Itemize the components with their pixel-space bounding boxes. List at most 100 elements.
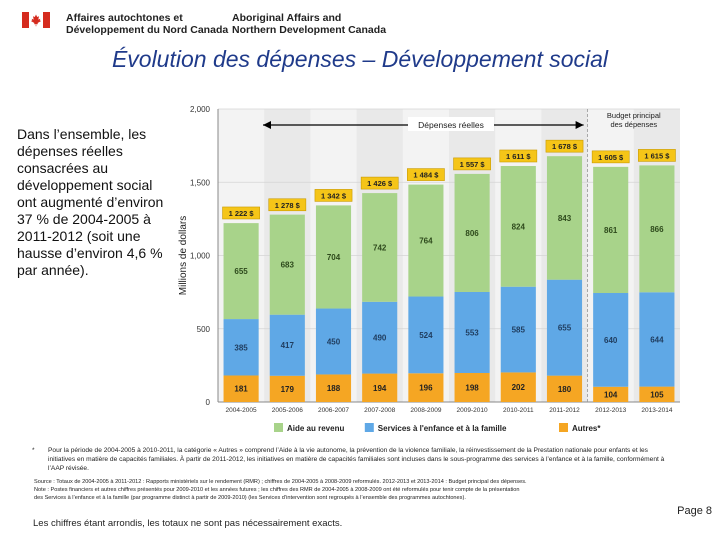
y-tick-label: 1,500 xyxy=(190,178,211,187)
department-name-en: Aboriginal Affairs and Northern Developm… xyxy=(232,12,387,36)
bar-segment xyxy=(546,375,583,402)
source-line: Source : Totaux de 2004-2005 à 2011-2012… xyxy=(34,479,527,485)
source-line: Note : Postes financiers et autres chiff… xyxy=(34,487,520,493)
total-label-box xyxy=(545,139,584,153)
canada-flag-icon xyxy=(22,12,50,28)
bar-segment xyxy=(315,205,352,309)
y-tick-label: 0 xyxy=(206,398,211,407)
bar-segment xyxy=(269,214,305,315)
slide-title: Évolution des dépenses – Développement s… xyxy=(111,46,609,72)
total-label: 1 426 $ xyxy=(367,179,393,188)
total-label: 1 342 $ xyxy=(321,191,347,200)
bar-value-label: 806 xyxy=(465,229,479,238)
source-note: Source : Totaux de 2004-2005 à 2011-2012… xyxy=(34,478,684,502)
bar-value-label: 202 xyxy=(512,383,526,392)
budget-annotation: Budget principal xyxy=(607,111,661,120)
bar-segment xyxy=(593,166,629,294)
bar-value-label: 553 xyxy=(465,328,479,337)
total-label-box xyxy=(360,176,399,190)
stacked-bar-chart: 0 500 1,000 1,500 2,000 Millions de dollars 18… xyxy=(178,105,680,433)
actual-arrow-head-left xyxy=(263,121,271,129)
legend-label: Services à l'enfance et à la famille xyxy=(378,424,507,433)
page-number: Page 8 xyxy=(677,505,712,517)
total-label: 1 678 $ xyxy=(552,142,578,151)
bar-value-label: 181 xyxy=(234,385,248,394)
y-tick-label: 2,000 xyxy=(190,105,211,114)
total-label: 1 615 $ xyxy=(644,151,670,160)
y-axis-label: Millions de dollars xyxy=(178,216,189,295)
bar-segment xyxy=(269,375,305,402)
x-tick-label: 2010-2011 xyxy=(503,407,534,414)
bar-value-label: 385 xyxy=(234,343,248,352)
x-tick-label: 2006-2007 xyxy=(318,407,349,414)
x-tick-label: 2004-2005 xyxy=(226,407,257,414)
legend-swatch xyxy=(364,423,374,432)
header: Affaires autochtones et Développement du… xyxy=(0,0,720,40)
bar-value-label: 104 xyxy=(604,390,618,399)
bar-value-label: 490 xyxy=(373,334,387,343)
bar-value-label: 764 xyxy=(419,237,433,246)
bar-value-label: 450 xyxy=(327,337,341,346)
total-label: 1 278 $ xyxy=(275,201,301,210)
total-label-box xyxy=(314,189,353,202)
total-label-box xyxy=(499,149,538,163)
bar-segment xyxy=(500,372,536,402)
budget-annotation: des dépenses xyxy=(610,120,657,129)
total-label-box xyxy=(453,157,491,171)
bar-value-label: 655 xyxy=(558,324,572,333)
bar-segment xyxy=(362,301,398,374)
bar-value-label: 585 xyxy=(512,326,526,335)
bar-value-label: 655 xyxy=(234,267,248,276)
bar-segment xyxy=(408,296,444,374)
actual-annotation: Dépenses réelles xyxy=(418,120,484,130)
bar-segment xyxy=(223,319,259,376)
bar-value-label: 524 xyxy=(419,331,433,340)
legend-label: Autres* xyxy=(572,424,601,433)
bar-segment xyxy=(639,292,675,387)
legend-swatch xyxy=(559,423,568,432)
total-label: 1 484 $ xyxy=(413,171,439,180)
bar-segment xyxy=(500,165,536,287)
bar-segment xyxy=(593,386,629,402)
summary-text: Dans l’ensemble, les dépenses réelles co… xyxy=(17,126,164,278)
x-tick-label: 2007-2008 xyxy=(364,407,395,414)
source-line: des Services à l’enfance et à la famille… xyxy=(34,495,466,501)
total-label-box xyxy=(268,198,307,212)
bar-value-label: 198 xyxy=(465,383,479,392)
x-tick-label: 2011-2012 xyxy=(549,407,580,414)
bar-segment xyxy=(500,286,536,373)
bar-segment xyxy=(269,314,305,376)
legend-label: Aide au revenu xyxy=(287,424,344,433)
bar-segment xyxy=(315,374,352,402)
bar-value-label: 704 xyxy=(327,253,341,262)
footnote: * Pour la période de 2004-2005 à 2010-20… xyxy=(32,446,674,473)
bar-segment xyxy=(315,308,352,375)
bar-segment xyxy=(223,223,259,320)
total-label: 1 557 $ xyxy=(460,160,486,169)
bar-segment xyxy=(362,193,398,302)
actual-annotation-bg xyxy=(408,117,494,131)
bar-segment xyxy=(546,156,583,280)
total-label-box xyxy=(407,168,445,181)
bar-segment xyxy=(408,184,444,297)
bar-segment xyxy=(223,375,259,402)
total-label: 1 611 $ xyxy=(506,152,531,161)
bar-value-label: 188 xyxy=(327,384,341,393)
x-tick-label: 2012-2013 xyxy=(595,407,626,414)
footnote-text: Pour la période de 2004-2005 à 2010-2011… xyxy=(48,447,665,472)
actual-arrow-head-right xyxy=(575,121,584,129)
bar-segment xyxy=(454,173,490,292)
bar-segment xyxy=(639,165,675,293)
bar-segment xyxy=(454,372,490,402)
bar-segment xyxy=(639,386,675,402)
bar-value-label: 640 xyxy=(604,336,618,345)
total-label: 1 605 $ xyxy=(598,153,624,162)
x-tick-label: 2013-2014 xyxy=(641,407,672,414)
bar-value-label: 644 xyxy=(650,335,664,344)
bar-segment xyxy=(362,373,398,402)
bar-segment xyxy=(593,293,629,387)
y-tick-label: 1,000 xyxy=(190,252,211,261)
bar-segment xyxy=(546,279,583,376)
total-label-box xyxy=(591,150,630,164)
y-tick-label: 500 xyxy=(197,325,211,334)
